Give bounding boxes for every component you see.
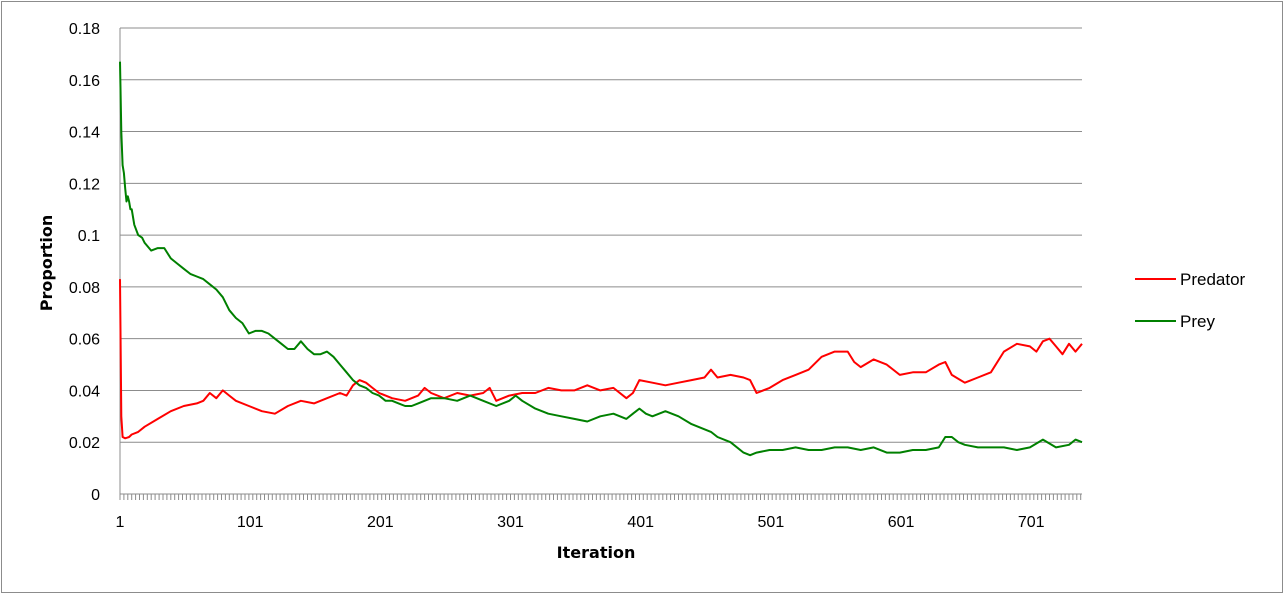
x-tick-label: 401 bbox=[627, 514, 654, 531]
x-tick-label: 201 bbox=[367, 514, 394, 531]
axes bbox=[119, 28, 1082, 495]
legend: Predator Prey bbox=[1135, 270, 1246, 331]
x-axis-tick-labels: 1 101 201 301 401 501 601 701 bbox=[116, 514, 1045, 531]
y-tick-label: 0 bbox=[91, 487, 100, 504]
x-tick-label: 301 bbox=[497, 514, 524, 531]
x-tick-label: 701 bbox=[1018, 514, 1045, 531]
y-tick-label: 0.08 bbox=[69, 280, 100, 297]
y-tick-label: 0.04 bbox=[69, 383, 100, 400]
y-tick-label: 0.18 bbox=[69, 21, 100, 38]
y-axis-tick-labels: 0 0.02 0.04 0.06 0.08 0.1 0.12 0.14 0.16 0.18 bbox=[69, 21, 100, 504]
x-tick-label: 1 bbox=[116, 514, 125, 531]
series-line-prey bbox=[119, 61, 1083, 457]
series-line-predator bbox=[119, 279, 1083, 440]
x-tick-label: 501 bbox=[758, 514, 785, 531]
x-axis-ticks bbox=[119, 494, 1082, 500]
y-tick-label: 0.16 bbox=[69, 73, 100, 90]
legend-predator-label: Predator bbox=[1180, 270, 1246, 289]
y-tick-label: 0.14 bbox=[69, 125, 100, 142]
series-lines bbox=[119, 61, 1083, 457]
x-tick-label: 101 bbox=[237, 514, 264, 531]
y-tick-label: 0.06 bbox=[69, 332, 100, 349]
x-tick-label: 601 bbox=[888, 514, 915, 531]
legend-prey-label: Prey bbox=[1180, 312, 1215, 331]
x-tick-marks bbox=[119, 494, 1082, 500]
x-axis-title: Iteration bbox=[557, 543, 636, 562]
y-axis-title: Proportion bbox=[37, 215, 56, 311]
gridlines bbox=[120, 27, 1082, 443]
y-tick-label: 0.02 bbox=[69, 435, 100, 452]
y-tick-label: 0.12 bbox=[69, 176, 100, 193]
y-tick-label: 0.1 bbox=[78, 228, 100, 245]
